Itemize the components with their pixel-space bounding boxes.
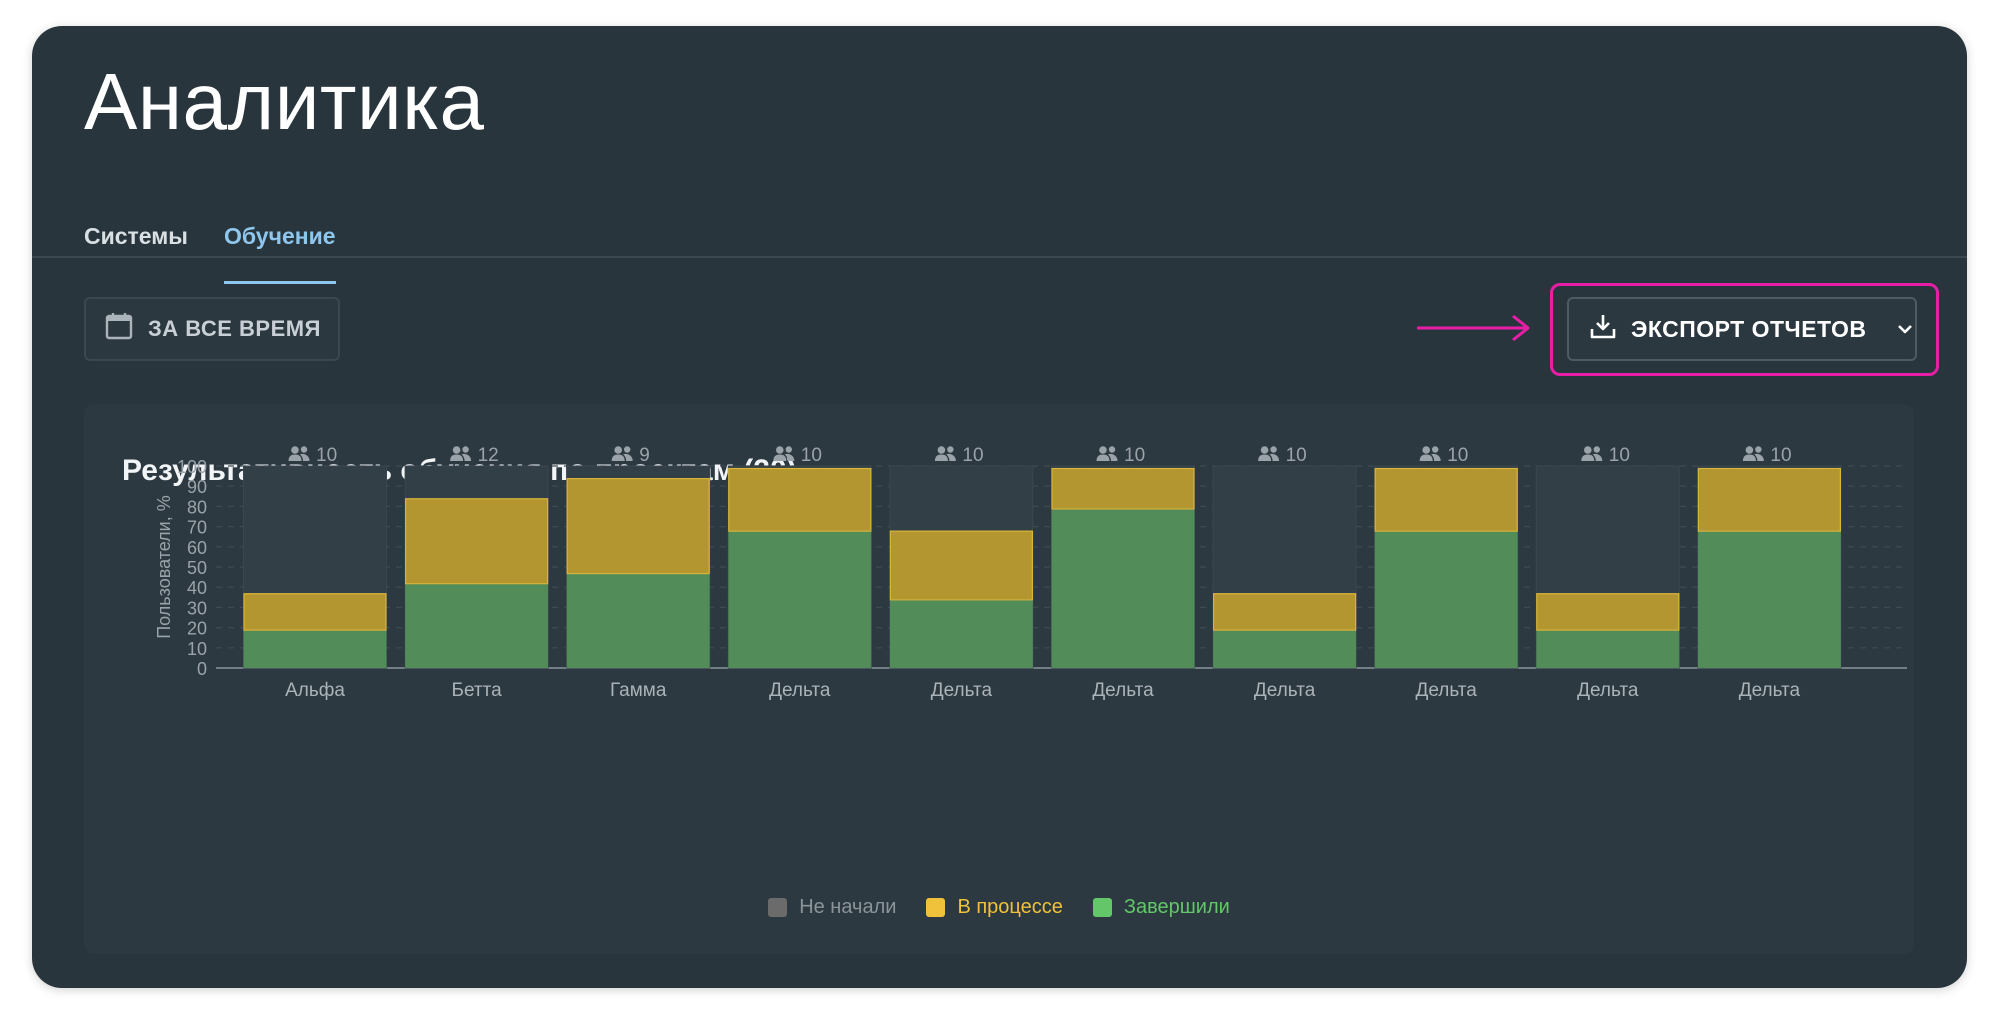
legend-not-started[interactable]: Не начали bbox=[768, 896, 896, 919]
bar-completed bbox=[1536, 629, 1680, 668]
y-tick-label: 60 bbox=[187, 538, 207, 558]
user-count-label: 10 bbox=[962, 445, 983, 466]
bar-completed bbox=[1051, 508, 1195, 668]
y-tick-label: 0 bbox=[197, 659, 207, 679]
arrow-right-icon bbox=[1417, 314, 1530, 342]
x-tick-label: Дельта bbox=[1092, 680, 1154, 701]
y-axis-label: Пользователи, % bbox=[154, 495, 174, 639]
bar-in-progress bbox=[243, 593, 387, 630]
date-range-label: ЗА ВСЕ ВРЕМЯ bbox=[148, 316, 321, 341]
x-tick-label: Дельта bbox=[1739, 680, 1801, 701]
export-reports-label: ЭКСПОРТ ОТЧЕТОВ bbox=[1631, 315, 1867, 342]
y-tick-label: 20 bbox=[187, 619, 207, 639]
bar-completed bbox=[566, 573, 710, 668]
x-tick-label: Дельта bbox=[931, 680, 993, 701]
bar-completed bbox=[405, 583, 549, 668]
users-icon bbox=[773, 446, 795, 461]
bar-in-progress-outline bbox=[405, 498, 549, 585]
y-tick-label: 100 bbox=[177, 457, 207, 477]
bar-in-progress bbox=[1697, 468, 1841, 531]
legend-completed[interactable]: Завершили bbox=[1092, 896, 1230, 919]
y-tick-label: 10 bbox=[187, 639, 207, 659]
chart-card: Результативность обучения по проектам (2… bbox=[84, 404, 1914, 954]
tab-learning[interactable]: Обучение bbox=[224, 202, 336, 284]
bar-completed bbox=[243, 629, 387, 668]
users-icon bbox=[450, 446, 472, 461]
bar-in-progress bbox=[1213, 593, 1357, 630]
x-tick-label: Дельта bbox=[1416, 680, 1478, 701]
user-count-label: 10 bbox=[1447, 445, 1468, 466]
bar-completed bbox=[1374, 530, 1518, 668]
bar-in-progress bbox=[566, 478, 710, 574]
date-range-button[interactable]: ЗА ВСЕ ВРЕМЯ bbox=[84, 297, 340, 361]
x-tick-label: Дельта bbox=[1577, 680, 1639, 701]
chart-legend: Не начали В процессе Завершили bbox=[84, 896, 1914, 919]
y-tick-label: 30 bbox=[187, 598, 207, 618]
bar-in-progress-outline bbox=[1697, 467, 1842, 532]
bar-in-progress-outline bbox=[1374, 467, 1518, 532]
user-count-label: 10 bbox=[801, 445, 822, 466]
user-count-label: 10 bbox=[1286, 445, 1307, 466]
bar-in-progress bbox=[728, 468, 872, 531]
bar-in-progress bbox=[889, 530, 1033, 600]
legend-swatch-in-progress bbox=[926, 898, 946, 917]
users-icon bbox=[1096, 446, 1118, 461]
analytics-panel: Аналитика Системы Обучение ЗА ВСЕ ВРЕМЯ bbox=[32, 26, 1967, 988]
bar-in-progress bbox=[405, 498, 549, 584]
chevron-down-icon bbox=[1895, 319, 1915, 339]
users-icon bbox=[611, 446, 633, 461]
bar-completed bbox=[728, 530, 872, 668]
user-count-label: 10 bbox=[1770, 445, 1791, 466]
users-icon bbox=[1581, 446, 1603, 461]
y-tick-label: 70 bbox=[187, 518, 207, 538]
bar-in-progress-outline bbox=[1536, 593, 1680, 631]
legend-label-in-progress: В процессе bbox=[957, 896, 1063, 918]
bar-in-progress-outline bbox=[243, 593, 387, 631]
user-count-label: 9 bbox=[639, 445, 650, 466]
bar-in-progress bbox=[1374, 468, 1518, 531]
bar-in-progress-outline bbox=[1212, 593, 1357, 631]
bar-in-progress-outline bbox=[1051, 467, 1195, 510]
bar-in-progress-outline bbox=[566, 478, 710, 575]
y-tick-label: 90 bbox=[187, 477, 207, 497]
bar-in-progress-outline bbox=[889, 530, 1034, 601]
tabs-divider bbox=[32, 256, 1967, 258]
calendar-icon bbox=[104, 311, 134, 347]
legend-in-progress[interactable]: В процессе bbox=[926, 896, 1063, 919]
legend-label-not-started: Не начали bbox=[799, 896, 897, 918]
x-tick-label: Гамма bbox=[610, 680, 667, 701]
page-title: Аналитика bbox=[84, 57, 485, 146]
users-icon bbox=[1258, 446, 1280, 461]
y-tick-label: 40 bbox=[187, 578, 207, 598]
legend-swatch-not-started bbox=[768, 898, 788, 917]
users-icon bbox=[1419, 446, 1441, 461]
user-count-label: 10 bbox=[316, 445, 337, 466]
x-tick-label: Дельта bbox=[769, 680, 831, 701]
user-count-label: 10 bbox=[1609, 445, 1630, 466]
download-icon bbox=[1589, 312, 1617, 346]
users-icon bbox=[1742, 446, 1764, 461]
users-icon bbox=[934, 446, 956, 461]
x-tick-label: Бетта bbox=[452, 680, 503, 701]
legend-swatch-completed bbox=[1092, 898, 1112, 917]
export-reports-button[interactable]: ЭКСПОРТ ОТЧЕТОВ bbox=[1567, 297, 1917, 361]
legend-label-completed: Завершили bbox=[1123, 896, 1230, 918]
x-tick-label: Дельта bbox=[1254, 680, 1316, 701]
bar-in-progress bbox=[1051, 468, 1195, 509]
bar-completed bbox=[1213, 629, 1357, 668]
bar-completed bbox=[1697, 530, 1841, 668]
user-count-label: 12 bbox=[478, 445, 499, 466]
tab-systems[interactable]: Системы bbox=[84, 223, 188, 249]
y-tick-label: 80 bbox=[187, 497, 207, 517]
bar-in-progress bbox=[1536, 593, 1680, 630]
bar-in-progress-outline bbox=[728, 467, 872, 532]
x-tick-label: Альфа bbox=[285, 680, 345, 701]
users-icon bbox=[288, 446, 310, 461]
user-count-label: 10 bbox=[1124, 445, 1145, 466]
bar-completed bbox=[889, 599, 1033, 668]
export-highlight bbox=[1550, 283, 1939, 376]
y-tick-label: 50 bbox=[187, 558, 207, 578]
